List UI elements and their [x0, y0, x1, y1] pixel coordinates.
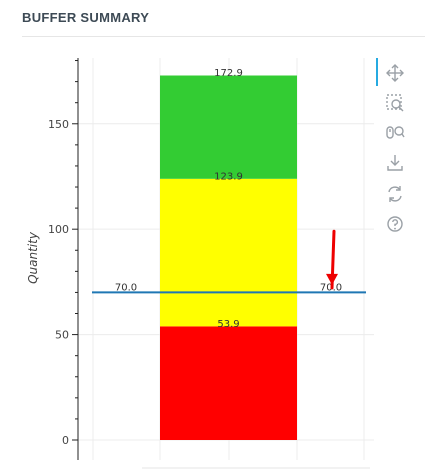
- y-tick-label: 50: [55, 329, 69, 342]
- y-tick-label: 100: [48, 223, 69, 236]
- title-divider: [22, 36, 425, 37]
- bar-label-green: 172.9: [214, 68, 243, 79]
- reference-label-left: 70.0: [115, 282, 137, 293]
- bar-segment-yellow[interactable]: [160, 178, 297, 327]
- y-tick-label: 150: [48, 118, 69, 131]
- save-icon[interactable]: [384, 152, 406, 174]
- bar-segment-green[interactable]: [160, 75, 297, 179]
- arrow-head: [326, 273, 338, 285]
- reset-icon[interactable]: [384, 183, 406, 205]
- bar-label-yellow: 123.9: [214, 171, 243, 182]
- help-icon[interactable]: [384, 213, 406, 235]
- bar-segment-red[interactable]: [160, 326, 297, 440]
- bar-label-red: 53.9: [217, 319, 239, 330]
- box-zoom-icon[interactable]: [384, 92, 406, 114]
- y-axis-label: Quantity: [26, 231, 40, 284]
- wheel-zoom-icon[interactable]: [384, 122, 406, 144]
- toolbar-active-indicator: [376, 58, 378, 86]
- page-title: BUFFER SUMMARY: [22, 10, 150, 25]
- pan-icon[interactable]: [384, 62, 406, 84]
- y-tick-label: 0: [62, 434, 69, 447]
